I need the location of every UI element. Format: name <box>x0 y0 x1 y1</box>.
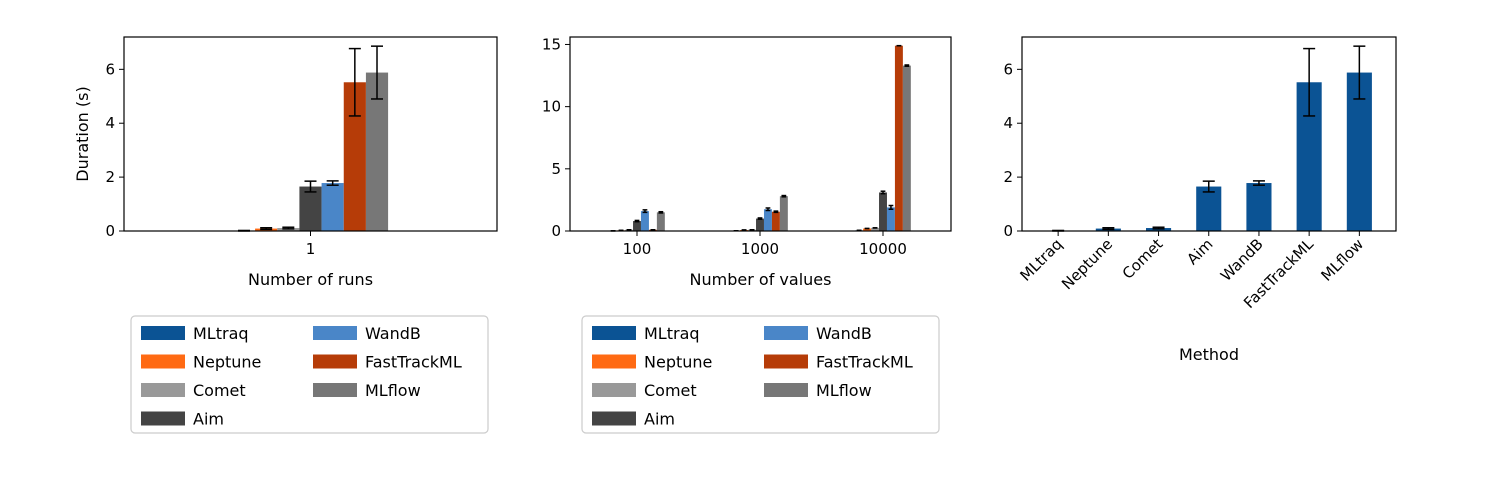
x-tick-label: 1000 <box>741 240 779 258</box>
x-tick-label-neptune: Neptune <box>1058 235 1116 293</box>
legend-swatch-comet <box>141 383 185 397</box>
y-tick-label: 0 <box>551 222 561 240</box>
y-tick-label: 15 <box>542 35 561 53</box>
x-tick-label-mltraq: MLtraq <box>1016 235 1066 285</box>
plot-frame <box>1021 36 1397 232</box>
legend-swatch-wandb <box>764 326 808 340</box>
y-tick-label: 6 <box>1003 60 1013 78</box>
x-axis-label: Number of values <box>690 270 832 289</box>
y-tick-label: 0 <box>105 222 115 240</box>
chart-values: 0 5 10 15 100 1000 10000 Number of values <box>542 35 952 289</box>
legend-swatch-mltraq <box>592 326 636 340</box>
legend-swatch-neptune <box>592 354 636 369</box>
bar-fasttrackml-1 <box>343 82 366 232</box>
x-tick-label: 1 <box>306 240 316 258</box>
plot-frame <box>569 36 952 232</box>
x-tick-label-wandb: WandB <box>1217 235 1267 285</box>
legend-swatch-wandb <box>313 326 357 340</box>
legend-values: MLtraq Neptune Comet Aim WandB FastTrackML MLf… <box>581 315 940 434</box>
legend-swatch-comet <box>592 383 636 397</box>
legend-label-comet: Comet <box>644 381 697 400</box>
legend-label-mltraq: MLtraq <box>644 324 700 343</box>
legend-box <box>581 315 940 434</box>
plot-frame <box>123 36 498 232</box>
legend-swatch-fasttrackml <box>764 354 808 369</box>
x-tick-label-mlflow: MLflow <box>1318 235 1368 285</box>
y-tick-label: 2 <box>105 168 115 186</box>
bar-wandb-1000 <box>763 209 772 231</box>
legend-label-mlflow: MLflow <box>816 381 872 400</box>
legend-label-comet: Comet <box>193 381 246 400</box>
chart-runs: 0 2 4 6 Duration (s) 1 Number of runs <box>73 36 498 289</box>
bar-mlflow-1 <box>365 72 389 231</box>
legend-swatch-fasttrackml <box>313 354 357 369</box>
bar-wandb-10000 <box>886 207 895 231</box>
bar-aim-10000 <box>879 192 887 231</box>
bar-wandb-100 <box>640 211 649 231</box>
y-tick-label: 6 <box>105 60 115 78</box>
bar-neptune-10000 <box>863 228 872 231</box>
legend-swatch-mlflow <box>764 383 808 397</box>
legend-swatch-mltraq <box>141 326 185 340</box>
legend-label-neptune: Neptune <box>644 353 712 372</box>
legend-swatch-neptune <box>141 354 185 369</box>
legend-label-wandb: WandB <box>365 324 421 343</box>
y-tick-label: 5 <box>551 160 561 178</box>
bar-mlflow-1000 <box>779 196 788 231</box>
y-tick-label: 4 <box>1003 114 1013 132</box>
legend-label-aim: Aim <box>644 410 675 429</box>
bar-wandb <box>1246 183 1272 231</box>
x-tick-label: 10000 <box>859 240 907 258</box>
legend-swatch-aim <box>592 411 636 426</box>
legend-label-aim: Aim <box>193 410 224 429</box>
legend-label-fasttrackml: FastTrackML <box>816 353 913 372</box>
bar-aim-100 <box>633 221 641 231</box>
x-tick-label-aim: Aim <box>1183 235 1216 268</box>
y-tick-label: 2 <box>1003 168 1013 186</box>
legend-label-fasttrackml: FastTrackML <box>365 353 462 372</box>
x-axis-label: Method <box>1179 345 1239 364</box>
y-tick-label: 10 <box>542 98 561 116</box>
bar-mlflow-100 <box>656 212 665 231</box>
bar-aim <box>1196 186 1222 231</box>
legend-swatch-mlflow <box>313 383 357 397</box>
bar-comet-10000 <box>871 227 880 231</box>
legend-label-neptune: Neptune <box>193 353 261 372</box>
y-tick-label: 4 <box>105 114 115 132</box>
legend-label-mlflow: MLflow <box>365 381 421 400</box>
y-tick-label: 0 <box>1003 222 1013 240</box>
bar-fasttrackml-10000 <box>894 45 903 232</box>
x-tick-label: 100 <box>623 240 652 258</box>
legend-box <box>130 315 489 434</box>
bar-wandb-1 <box>321 183 344 231</box>
x-tick-label-comet: Comet <box>1119 235 1167 283</box>
legend-label-wandb: WandB <box>816 324 872 343</box>
bar-aim-1000 <box>756 218 764 231</box>
x-axis-label: Number of runs <box>248 270 373 289</box>
legend-label-mltraq: MLtraq <box>193 324 249 343</box>
legend-swatch-aim <box>141 411 185 426</box>
y-axis-label: Duration (s) <box>73 86 92 181</box>
bar-mlflow-10000 <box>902 65 911 231</box>
legend-runs: MLtraq Neptune Comet Aim WandB FastTrackML MLf… <box>130 315 489 434</box>
bar-aim-1 <box>299 186 322 231</box>
bar-fasttrackml-1000 <box>771 211 780 231</box>
